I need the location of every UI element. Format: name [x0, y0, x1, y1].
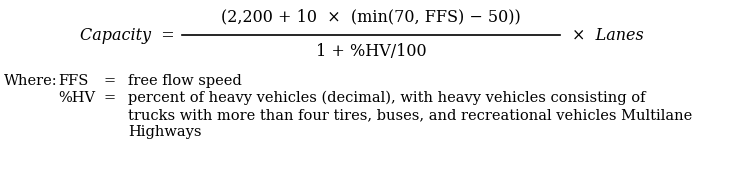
Text: =: =	[104, 91, 116, 105]
Text: percent of heavy vehicles (decimal), with heavy vehicles consisting of: percent of heavy vehicles (decimal), wit…	[128, 91, 646, 105]
Text: =: =	[104, 74, 116, 88]
Text: %HV: %HV	[58, 91, 95, 105]
Text: trucks with more than four tires, buses, and recreational vehicles Multilane: trucks with more than four tires, buses,…	[128, 108, 692, 122]
Text: (2,200 + 10  ×  (min(70, FFS) − 50)): (2,200 + 10 × (min(70, FFS) − 50))	[221, 8, 520, 26]
Text: ×  Lanes: × Lanes	[572, 27, 644, 43]
Text: 1 + %HV/100: 1 + %HV/100	[316, 43, 426, 61]
Text: Where:: Where:	[4, 74, 58, 88]
Text: FFS: FFS	[58, 74, 88, 88]
Text: Capacity  =: Capacity =	[80, 27, 175, 43]
Text: Highways: Highways	[128, 125, 202, 139]
Text: free flow speed: free flow speed	[128, 74, 242, 88]
